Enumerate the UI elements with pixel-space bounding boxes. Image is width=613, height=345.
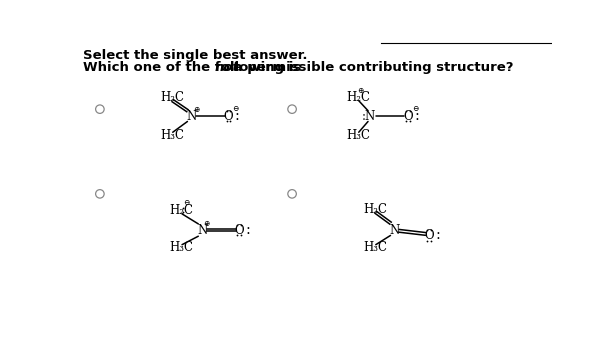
Text: :: : xyxy=(435,228,440,243)
Text: :: : xyxy=(414,109,419,123)
Text: ⊕: ⊕ xyxy=(204,220,210,228)
Text: H₂C: H₂C xyxy=(346,91,370,104)
Text: ⊕: ⊕ xyxy=(192,106,199,114)
Text: :: : xyxy=(246,223,251,237)
Text: ⊖: ⊖ xyxy=(412,105,419,113)
Text: ⊖: ⊖ xyxy=(183,199,190,207)
Text: a permissible contributing structure?: a permissible contributing structure? xyxy=(229,61,513,75)
Text: H₂C: H₂C xyxy=(364,203,387,216)
Text: O: O xyxy=(403,110,413,122)
Text: O: O xyxy=(424,229,434,242)
Text: not: not xyxy=(215,61,240,75)
Text: H₂C: H₂C xyxy=(170,204,194,217)
Text: N: N xyxy=(186,110,196,122)
Text: ⊖: ⊖ xyxy=(232,105,238,113)
Text: Which one of the following is: Which one of the following is xyxy=(83,61,306,75)
Text: N: N xyxy=(389,224,400,237)
Text: O: O xyxy=(235,224,244,237)
Text: H₃C: H₃C xyxy=(161,129,185,142)
Text: :N: :N xyxy=(362,110,376,122)
Text: :: : xyxy=(235,109,240,123)
Text: H₃C: H₃C xyxy=(346,129,370,142)
Text: H₃C: H₃C xyxy=(364,241,387,254)
Text: O: O xyxy=(224,110,234,122)
Text: H₂C: H₂C xyxy=(161,91,185,104)
Text: Select the single best answer.: Select the single best answer. xyxy=(83,49,307,62)
Text: N: N xyxy=(197,224,207,237)
Text: H₃C: H₃C xyxy=(170,241,194,254)
Text: ⊕: ⊕ xyxy=(357,87,364,95)
